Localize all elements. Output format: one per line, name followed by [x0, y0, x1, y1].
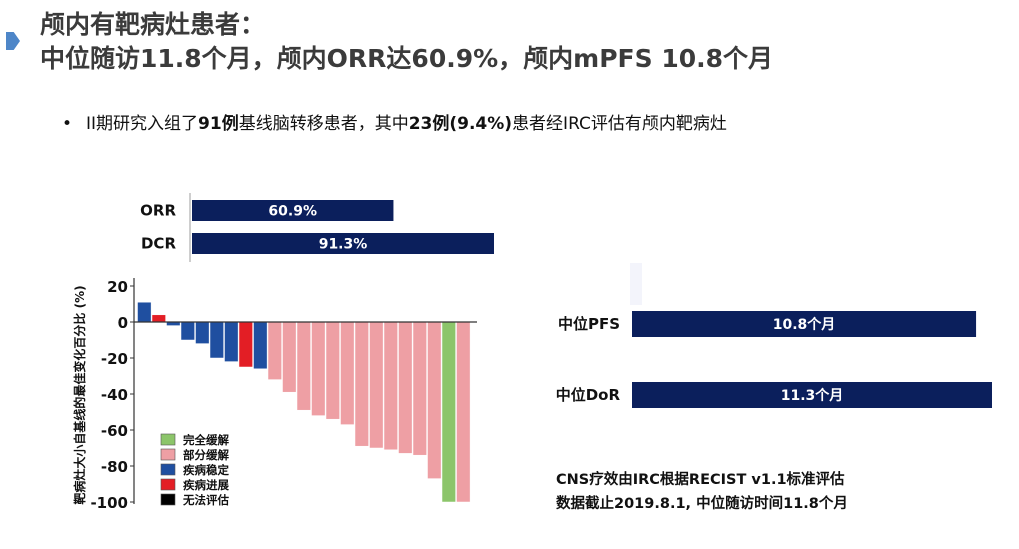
- y-tick-label: -80: [101, 458, 128, 476]
- title-line-1: 颅内有靶病灶患者：: [40, 10, 266, 39]
- legend-swatch-ne: [160, 493, 176, 506]
- legend-swatch-pd: [160, 478, 176, 491]
- waterfall-bar: [325, 321, 340, 420]
- legend-swatch-cr: [160, 433, 176, 446]
- bar-dcr: [192, 233, 494, 254]
- waterfall-bar: [282, 321, 297, 393]
- waterfall-bar: [311, 321, 326, 416]
- waterfall-bar: [151, 314, 166, 323]
- y-tick-label: -100: [90, 494, 128, 512]
- waterfall-bar: [224, 321, 239, 362]
- waterfall-bar: [209, 321, 224, 359]
- legend-swatch-sd: [160, 463, 176, 476]
- waterfall-bar: [238, 321, 253, 368]
- waterfall-bar: [383, 321, 398, 451]
- legend-label-pr: 部分缓解: [183, 448, 229, 462]
- bullet-n-total: 91例: [198, 114, 239, 134]
- y-tick-label: -60: [101, 422, 128, 440]
- legend-label-cr: 完全缓解: [183, 433, 229, 447]
- title-marker-icon: [6, 32, 20, 50]
- bar-pfs: [632, 311, 977, 337]
- y-tick-label: -40: [101, 386, 128, 404]
- category-label-0: 中位PFS: [558, 315, 620, 333]
- y-tick-label: 0: [118, 314, 128, 332]
- category-label-dcr: DCR: [141, 235, 176, 253]
- note-line-2: 数据截止2019.8.1, 中位随访时间11.8个月: [556, 496, 848, 512]
- waterfall-bar: [253, 321, 268, 370]
- waterfall-bar: [398, 321, 413, 454]
- orr-dcr-chart: ORR 60.9% DCR 91.3%: [140, 193, 494, 262]
- waterfall-bar: [441, 321, 456, 503]
- waterfall-bar: [267, 321, 282, 380]
- data-label-pfs: 10.8个月: [773, 316, 836, 333]
- waterfall-bar: [137, 301, 152, 323]
- waterfall-bar: [412, 321, 427, 456]
- note-line-1: CNS疗效由IRC根据RECIST v1.1标准评估: [556, 472, 845, 488]
- bullet-middle: 基线脑转移患者，其中: [238, 114, 409, 134]
- bullet-n-target: 23例(9.4%): [408, 114, 513, 134]
- y-tick-label: -20: [101, 350, 128, 368]
- legend-label-sd: 疾病稳定: [183, 463, 229, 477]
- bar-dor: [632, 382, 992, 408]
- legend-label-ne: 无法评估: [182, 493, 229, 507]
- bullet-prefix: II期研究入组了: [86, 114, 199, 134]
- waterfall-bar: [456, 321, 471, 503]
- waterfall-bar: [340, 321, 355, 425]
- waterfall-bar: [180, 321, 195, 341]
- waterfall-bar: [354, 321, 369, 447]
- legend-swatch-pr: [160, 448, 176, 461]
- waterfall-bar: [195, 321, 210, 344]
- axis-background-strip: [630, 263, 642, 305]
- y-axis-label: 靶病灶大小自基线的最佳变化百分比 (%): [72, 285, 87, 504]
- waterfall-bar: [369, 321, 384, 449]
- bullet-suffix: 患者经IRC评估有颅内靶病灶: [512, 114, 727, 134]
- category-label-1: 中位DoR: [556, 386, 621, 404]
- data-label-dor: 11.3个月: [781, 387, 844, 404]
- waterfall-bar: [296, 321, 311, 411]
- legend-label-pd: 疾病进展: [183, 478, 229, 492]
- data-label-dcr: 91.3%: [319, 237, 368, 253]
- bullet-dot-icon: •: [62, 114, 73, 134]
- title-line-2: 中位随访11.8个月，颅内ORR达60.9%，颅内mPFS 10.8个月: [40, 44, 774, 73]
- waterfall-bar: [427, 321, 442, 479]
- category-label-orr: ORR: [140, 202, 176, 220]
- y-tick-label: 20: [107, 278, 128, 296]
- bullet-text: II期研究入组了91例基线脑转移患者，其中23例(9.4%)患者经IRC评估有颅…: [86, 112, 727, 136]
- data-label-orr: 60.9%: [268, 204, 317, 220]
- bar-orr: [192, 200, 394, 221]
- page-title: 颅内有靶病灶患者： 中位随访11.8个月，颅内ORR达60.9%，颅内mPFS …: [40, 8, 773, 76]
